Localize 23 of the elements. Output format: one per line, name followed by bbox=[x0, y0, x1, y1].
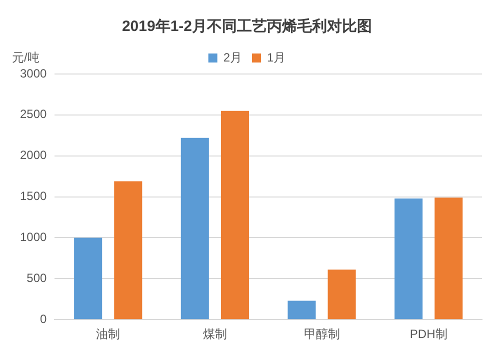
y-tick-label: 500 bbox=[26, 270, 48, 285]
bar bbox=[114, 181, 142, 320]
bar bbox=[434, 198, 463, 320]
bar bbox=[328, 270, 356, 320]
y-tick-label: 2000 bbox=[20, 148, 48, 162]
legend-label: 1月 bbox=[267, 50, 286, 64]
x-tick-label: 煤制 bbox=[202, 327, 227, 342]
x-tick-label: PDH制 bbox=[410, 327, 448, 342]
chart-title: 2019年1-2月不同工艺丙烯毛利对比图 bbox=[122, 18, 372, 36]
x-tick-label: 油制 bbox=[96, 327, 120, 342]
y-tick-label: 1000 bbox=[20, 230, 48, 244]
bar bbox=[394, 198, 423, 320]
x-tick-label: 甲醇制 bbox=[304, 327, 340, 342]
y-tick-label: 2500 bbox=[20, 107, 48, 122]
bar bbox=[74, 238, 102, 320]
legend-label: 2月 bbox=[223, 50, 242, 64]
y-tick-label: 1500 bbox=[20, 189, 48, 204]
bar bbox=[220, 110, 249, 320]
y-axis-title: 元/吨 bbox=[12, 50, 40, 64]
bar bbox=[180, 138, 209, 320]
y-tick-label: 3000 bbox=[20, 66, 48, 80]
bar bbox=[288, 300, 316, 320]
y-tick-label: 0 bbox=[40, 312, 48, 326]
